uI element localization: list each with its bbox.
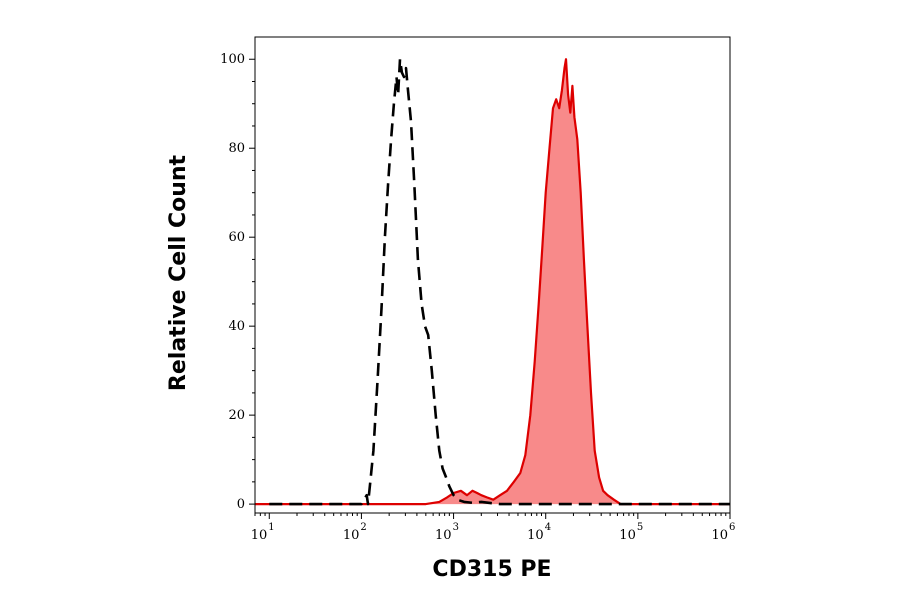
series-layer xyxy=(255,57,730,506)
series-0-line xyxy=(269,57,730,506)
x-tick-exponent: 6 xyxy=(729,522,735,533)
x-tick-exponent: 4 xyxy=(545,522,551,533)
y-tick-label: 0 xyxy=(237,497,245,512)
y-tick-label: 80 xyxy=(228,141,245,156)
y-axis: 0 20 40 60 80 100 xyxy=(220,52,255,512)
y-tick-label: 20 xyxy=(228,408,245,423)
x-tick-label: 10 xyxy=(619,528,636,543)
x-tick-exponent: 3 xyxy=(453,522,459,533)
y-tick-label: 40 xyxy=(228,319,245,334)
x-tick-label: 10 xyxy=(711,528,728,543)
y-tick-label: 100 xyxy=(220,52,245,67)
series-1-line xyxy=(255,58,730,506)
series-1-fill xyxy=(255,59,730,505)
y-axis-title: Relative Cell Count xyxy=(166,154,191,391)
x-tick-label: 10 xyxy=(527,528,544,543)
x-tick-exponent: 2 xyxy=(360,522,366,533)
x-tick-label: 10 xyxy=(435,528,452,543)
y-tick-label: 60 xyxy=(228,230,245,245)
x-tick-exponent: 1 xyxy=(268,522,274,533)
plot-frame xyxy=(254,36,731,514)
x-tick-label: 10 xyxy=(251,528,268,543)
x-tick-exponent: 5 xyxy=(637,522,643,533)
x-tick-label: 10 xyxy=(343,528,360,543)
x-axis-title: CD315 PE xyxy=(432,557,551,582)
